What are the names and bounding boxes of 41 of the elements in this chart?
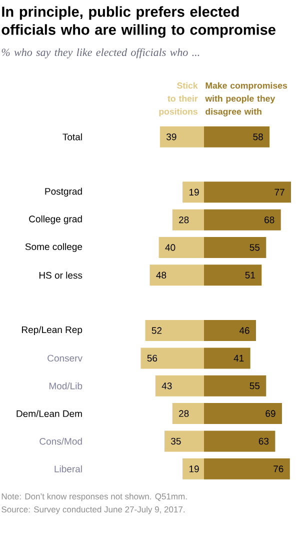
y-tick-label: Postgrad: [45, 188, 82, 197]
series-label: Make compromises with people they disagree with: [205, 82, 287, 116]
data-label: 63: [258, 438, 269, 445]
data-label: 55: [250, 244, 260, 251]
data-label: 58: [253, 133, 263, 140]
y-tick-label: Liberal: [54, 465, 82, 472]
data-label: 76: [274, 466, 284, 472]
data-label: 46: [239, 327, 250, 334]
data-label: 55: [250, 382, 260, 390]
data-label: 52: [152, 327, 162, 334]
bar: [182, 458, 204, 480]
bar: [182, 182, 204, 203]
source-note: Source: Survey conducted June 27-July 9, 2017.: [2, 506, 185, 514]
y-tick-label: Conserv: [48, 354, 82, 362]
data-label: 35: [171, 438, 181, 445]
data-label: 69: [266, 410, 276, 417]
data-label: 40: [165, 244, 176, 251]
data-label: 51: [245, 272, 255, 278]
data-label: 43: [162, 382, 172, 390]
data-label: 68: [264, 216, 274, 224]
data-label: 28: [179, 216, 189, 224]
y-tick-label: Cons/Mod: [40, 438, 82, 445]
data-label: 56: [147, 354, 158, 362]
y-tick-label: Dem/Lean Dem: [16, 410, 82, 418]
y-tick-label: Some college: [25, 243, 82, 252]
data-label: 39: [166, 133, 176, 140]
y-tick-label: HS or less: [39, 272, 82, 279]
text: Note: Don’t know responses not shown. Q51mm.: [2, 493, 187, 502]
y-tick-label: College grad: [29, 215, 82, 224]
y-tick-label: Rep/Lean Rep: [22, 326, 82, 335]
data-label: 28: [179, 410, 189, 417]
data-label: 48: [156, 272, 166, 279]
y-tick-label: Mod/Lib: [49, 382, 82, 390]
chart-subtitle: % who say they like elected officials who ...: [2, 48, 200, 58]
data-label: 19: [189, 466, 199, 472]
data-label: 19: [189, 188, 199, 196]
series-label: Stick to their positions: [159, 82, 198, 116]
data-label: 77: [274, 188, 284, 196]
chart-title: In principle, public prefers elected officials who are willing to compromise: [2, 6, 276, 38]
y-tick-label: Total: [62, 133, 82, 140]
data-label: 41: [234, 354, 244, 362]
